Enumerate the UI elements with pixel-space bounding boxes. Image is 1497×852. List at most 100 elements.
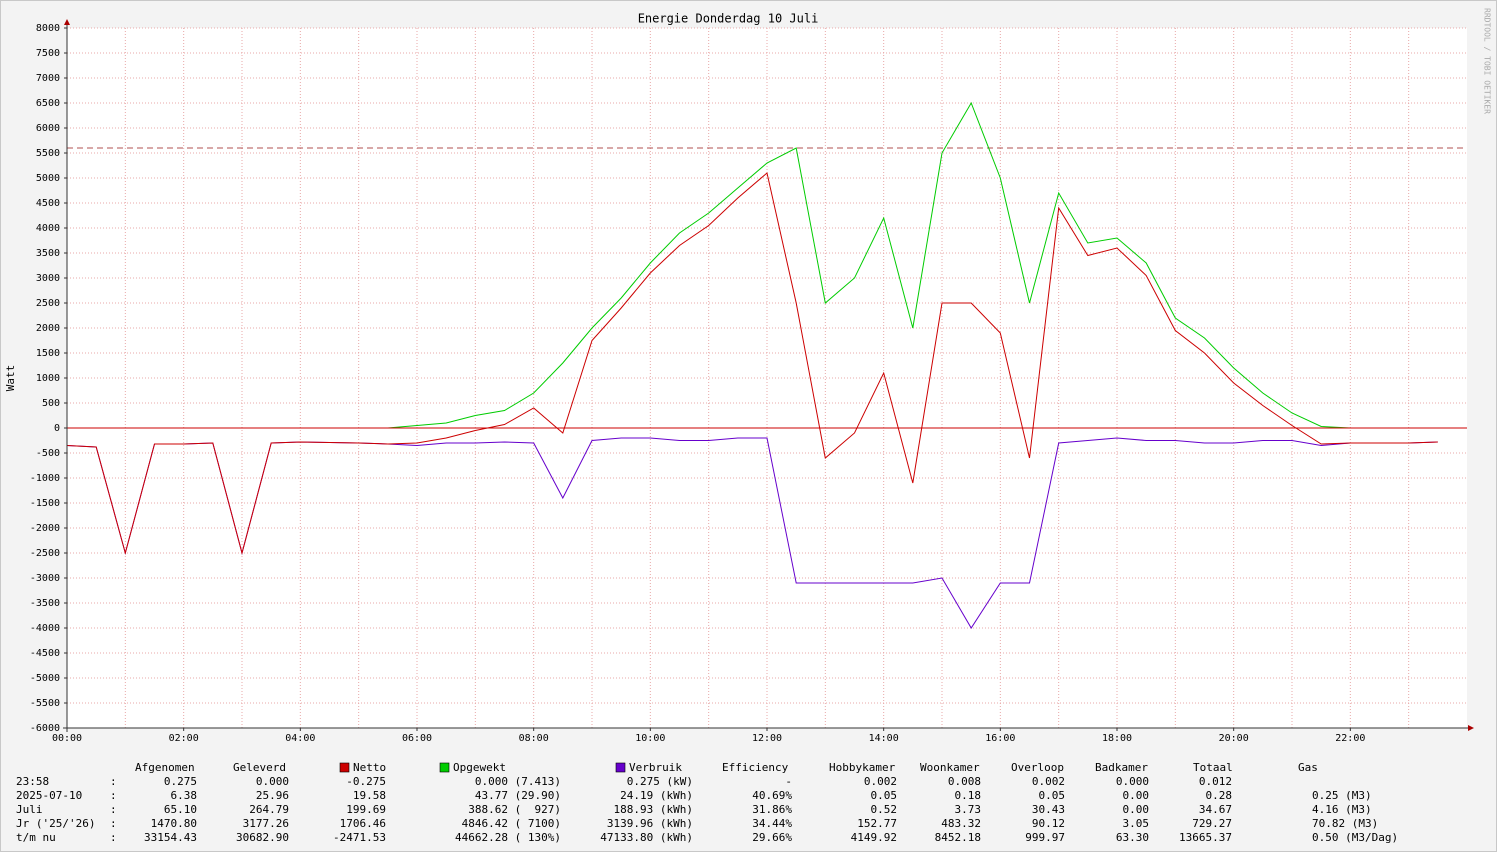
column-header: Overloop — [1011, 761, 1064, 774]
y-tick-label: -2500 — [30, 548, 60, 559]
x-tick-label: 12:00 — [752, 733, 782, 744]
y-tick-label: 5000 — [36, 173, 60, 184]
legend-swatch — [439, 762, 450, 773]
x-tick-label: 14:00 — [869, 733, 899, 744]
table-cell: 0.008 — [948, 775, 981, 788]
legend-table: Afgenomen Geleverd Efficiency Hobbykamer Woo… — [16, 761, 1398, 844]
table-cell: : — [110, 831, 117, 844]
table-cell: Juli — [16, 803, 43, 816]
table-cell: 30682.90 — [236, 831, 289, 844]
table-cell: 4.16 (M3) — [1312, 803, 1372, 816]
table-cell: 70.82 (M3) — [1312, 817, 1378, 830]
table-cell: 33154.43 — [144, 831, 197, 844]
table-cell: 0.002 — [864, 775, 897, 788]
table-cell: 0.00 — [1123, 803, 1150, 816]
y-tick-label: -5500 — [30, 698, 60, 709]
y-tick-label: -1000 — [30, 473, 60, 484]
y-tick-label: -2000 — [30, 523, 60, 534]
table-cell: 0.012 — [1199, 775, 1232, 788]
table-cell: 0.05 — [871, 789, 898, 802]
table-cell: : — [110, 803, 117, 816]
table-cell: -2471.53 — [333, 831, 386, 844]
table-cell: 31.86% — [752, 803, 792, 816]
table-cell: 23:58 — [16, 775, 49, 788]
legend-label: Verbruik — [629, 761, 682, 774]
table-cell: 63.30 — [1116, 831, 1149, 844]
y-tick-label: -5000 — [30, 673, 60, 684]
y-tick-label: 4500 — [36, 198, 60, 209]
table-cell: 0.05 — [1039, 789, 1066, 802]
table-cell: 3139.96 (kWh) — [607, 817, 693, 830]
x-tick-label: 16:00 — [985, 733, 1015, 744]
table-cell: 40.69% — [752, 789, 792, 802]
table-cell: 3177.26 — [243, 817, 289, 830]
y-tick-label: -1500 — [30, 498, 60, 509]
watermark: RRDTOOL / TOBI OETIKER — [1483, 8, 1492, 114]
table-cell: Jr ('25/'26) — [16, 817, 95, 830]
table-cell: 0.275 — [164, 775, 197, 788]
table-cell: 0.00 — [1123, 789, 1150, 802]
table-cell: : — [110, 789, 117, 802]
x-tick-label: 00:00 — [52, 733, 82, 744]
grid — [66, 27, 1467, 729]
table-cell: 0.18 — [955, 789, 982, 802]
x-tick-label: 10:00 — [635, 733, 665, 744]
y-tick-label: -500 — [36, 448, 60, 459]
table-cell: 13665.37 — [1179, 831, 1232, 844]
column-header: Afgenomen — [135, 761, 195, 774]
x-tick-label: 20:00 — [1219, 733, 1249, 744]
table-cell: 8452.18 — [935, 831, 981, 844]
y-tick-label: -6000 — [30, 723, 60, 734]
chart-title: Energie Donderdag 10 Juli — [638, 12, 819, 26]
table-cell: 0.28 — [1206, 789, 1233, 802]
table-cell: t/m nu — [16, 831, 56, 844]
table-cell: 34.44% — [752, 817, 792, 830]
table-cell: 199.69 — [346, 803, 386, 816]
x-tick-label: 18:00 — [1102, 733, 1132, 744]
y-tick-label: 0 — [54, 423, 60, 434]
table-cell: 0.000 (7.413) — [475, 775, 561, 788]
table-cell: - — [785, 775, 792, 788]
y-tick-label: -4000 — [30, 623, 60, 634]
table-cell: 188.93 (kWh) — [614, 803, 693, 816]
table-cell: 1706.46 — [340, 817, 386, 830]
column-header: Totaal — [1193, 761, 1233, 774]
table-cell: 0.25 (M3) — [1312, 789, 1372, 802]
table-cell: 0.000 — [1116, 775, 1149, 788]
table-cell: 24.19 (kWh) — [620, 789, 693, 802]
table-cell: : — [110, 775, 117, 788]
y-tick-label: 2500 — [36, 298, 60, 309]
y-tick-label: 7000 — [36, 73, 60, 84]
table-cell: 2025-07-10 — [16, 789, 82, 802]
column-header: Geleverd — [233, 761, 286, 774]
y-tick-label: 1000 — [36, 373, 60, 384]
table-cell: 999.97 — [1025, 831, 1065, 844]
column-header: Woonkamer — [920, 761, 980, 774]
table-cell: 264.79 — [249, 803, 289, 816]
column-header: Gas — [1298, 761, 1318, 774]
axis-arrow — [64, 19, 70, 25]
legend-swatch — [339, 762, 350, 773]
column-header: Efficiency — [722, 761, 789, 774]
y-tick-label: -4500 — [30, 648, 60, 659]
y-tick-label: -3500 — [30, 598, 60, 609]
table-cell: 29.66% — [752, 831, 792, 844]
table-cell: 3.05 — [1123, 817, 1150, 830]
table-cell: 19.58 — [353, 789, 386, 802]
table-cell: 0.000 — [256, 775, 289, 788]
table-cell: 47133.80 (kWh) — [600, 831, 693, 844]
series-line — [66, 172, 1438, 555]
x-tick-label: 22:00 — [1335, 733, 1365, 744]
y-tick-label: 3500 — [36, 248, 60, 259]
table-cell: 65.10 — [164, 803, 197, 816]
table-cell: 0.002 — [1032, 775, 1065, 788]
column-header: Hobbykamer — [829, 761, 896, 774]
table-cell: 0.275 (kW) — [627, 775, 693, 788]
y-tick-label: 4000 — [36, 223, 60, 234]
x-tick-label: 08:00 — [519, 733, 549, 744]
table-cell: 90.12 — [1032, 817, 1065, 830]
y-tick-label: 3000 — [36, 273, 60, 284]
table-cell: : — [110, 817, 117, 830]
table-cell: 152.77 — [857, 817, 897, 830]
table-cell: -0.275 — [346, 775, 386, 788]
